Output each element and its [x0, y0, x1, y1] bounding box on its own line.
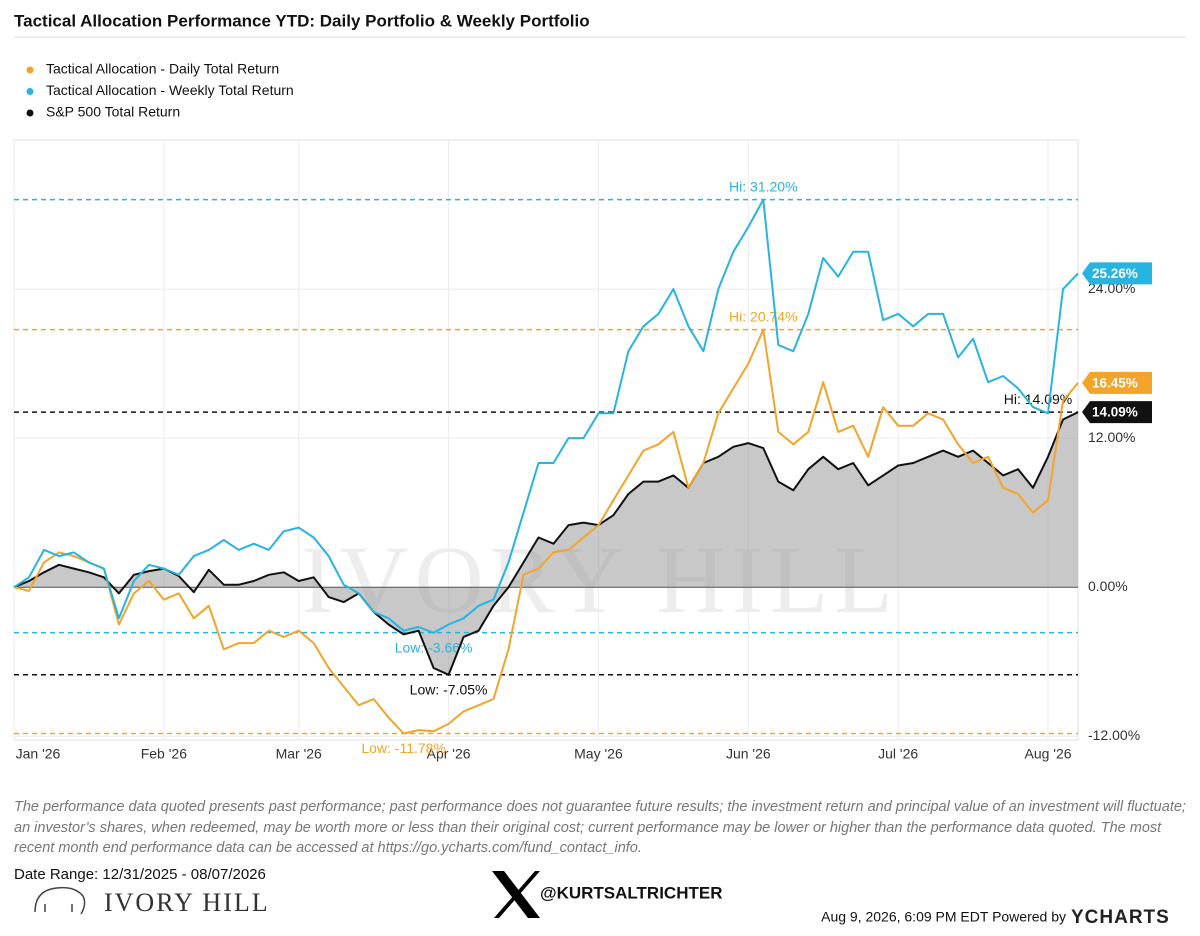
reference-label: Low: -7.05% [410, 681, 488, 697]
legend-marker [26, 88, 34, 95]
x-tick-label: Feb '26 [141, 746, 187, 762]
series-line [13, 411, 1079, 676]
legend-label: Tactical Allocation - Daily Total Return [46, 61, 279, 77]
legend-marker [26, 66, 34, 74]
end-label: 16.45% [1092, 375, 1138, 390]
reference-label: Low: -11.78% [361, 740, 446, 756]
logo-icon [34, 886, 86, 915]
legend-label: Tactical Allocation - Weekly Total Retur… [46, 82, 294, 98]
plot-frame [13, 139, 1079, 741]
area [14, 412, 1078, 675]
end-label: 14.09% [1092, 405, 1138, 420]
logo-text: IVORY HILL [104, 888, 270, 917]
x-tick-label: Mar '26 [276, 746, 322, 762]
y-tick-label: 12.00% [1088, 429, 1135, 445]
x-tick-label: Aug '26 [1025, 746, 1072, 762]
end-label: 25.26% [1092, 266, 1138, 281]
x-tick-label: Jan '26 [16, 746, 61, 762]
y-tick-label: -12.00% [1088, 727, 1140, 743]
reference-label: Low: -3.66% [395, 639, 473, 655]
date-range: Date Range: 12/31/2025 - 08/07/2026 [14, 866, 266, 883]
reference-label: Hi: 20.74% [729, 308, 797, 324]
end-tag [1082, 262, 1152, 285]
x-tick-label: Apr '26 [427, 746, 471, 762]
y-tick-label: 0.00% [1088, 578, 1128, 594]
x-logo [492, 871, 540, 918]
reference-label: Hi: 31.20% [729, 178, 797, 194]
end-tag [1082, 371, 1152, 394]
x-tick-label: Jun '26 [726, 746, 771, 762]
reference-label: Hi: 14.09% [1004, 391, 1072, 407]
end-tag [1082, 401, 1152, 424]
series-line [13, 328, 1079, 735]
series-line [13, 198, 1079, 634]
x-tick-label: May '26 [574, 746, 623, 762]
legend-label: S&P 500 Total Return [46, 104, 180, 120]
chart-title: Tactical Allocation Performance YTD: Dai… [14, 11, 590, 30]
brand: YCHARTS [1071, 907, 1170, 928]
timestamp: Aug 9, 2026, 6:09 PM EDT Powered by [821, 909, 1066, 925]
handle: @KURTSALTRICHTER [540, 883, 722, 902]
disclaimer: The performance data quoted presents pas… [14, 799, 1186, 856]
legend-marker [26, 109, 34, 117]
x-tick-label: Jul '26 [878, 746, 918, 762]
